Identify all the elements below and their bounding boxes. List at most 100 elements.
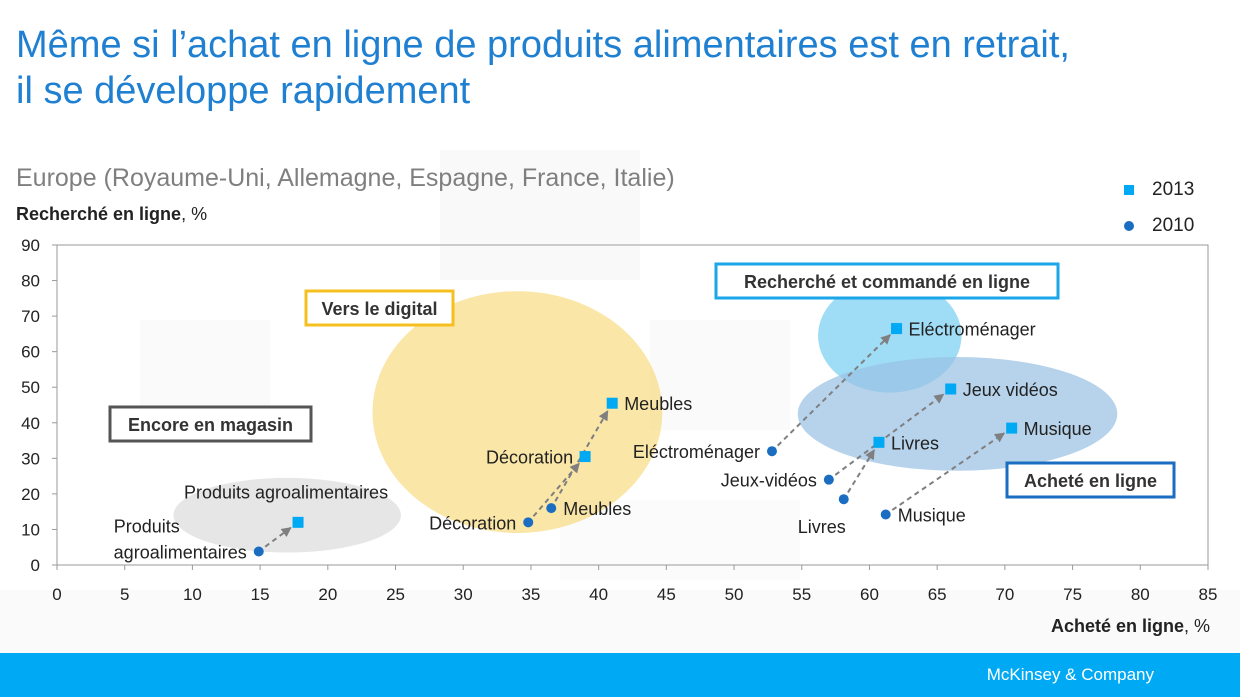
zone-label-box — [304, 289, 455, 327]
marker-2013 — [606, 397, 618, 409]
legend-item-2013: 2013 — [1120, 172, 1194, 208]
background-block — [0, 590, 1240, 653]
x-tick-label: 30 — [454, 585, 473, 604]
y-tick-label: 60 — [21, 343, 40, 362]
marker-2010 — [523, 517, 534, 528]
x-tick-label: 55 — [792, 585, 811, 604]
background-block — [440, 150, 640, 280]
y-tick-label: 10 — [21, 520, 40, 539]
point-label: Décoration — [486, 448, 573, 468]
chart-legend: 2013 2010 — [1120, 172, 1194, 244]
point-label: Musique — [898, 506, 966, 526]
y-tick-label: 80 — [21, 272, 40, 291]
marker-2010 — [766, 446, 777, 457]
title-line-1: Même si l’achat en ligne de produits ali… — [16, 24, 1070, 66]
point-label: Produits — [114, 516, 180, 536]
labels-layer: Produits agroalimentaires Décoration Meubl… — [114, 320, 1092, 563]
x-tick-label: 45 — [657, 585, 676, 604]
title-line-2: il se développe rapidement — [16, 70, 471, 112]
footer-bar: McKinsey & Company — [0, 653, 1240, 697]
zone-label-box — [108, 405, 313, 443]
marker-2013 — [579, 451, 591, 463]
x-tick-label: 80 — [1131, 585, 1150, 604]
x-tick-label: 25 — [386, 585, 405, 604]
zone-label: Vers le digital — [321, 299, 437, 319]
y-tick-label: 40 — [21, 414, 40, 433]
point-label: Eléctroménager — [633, 442, 760, 462]
x-tick-label: 75 — [1063, 585, 1082, 604]
legend-label-2010: 2010 — [1152, 215, 1195, 236]
x-tick-label: 15 — [251, 585, 270, 604]
square-marker-icon — [1124, 185, 1134, 195]
arrows-layer — [264, 334, 1006, 548]
zone-label-box — [714, 262, 1060, 300]
y-tick-label: 0 — [31, 556, 40, 575]
zone-ellipse — [372, 291, 663, 533]
zone-label: Encore en magasin — [128, 415, 293, 435]
background-block — [560, 500, 800, 580]
axes-layer: 0 10 20 30 40 50 60 70 80 90 0 5 10 15 20 25 30 35 40 45 50 5… — [21, 236, 1217, 604]
x-tick-label: 10 — [183, 585, 202, 604]
circle-marker-icon — [1124, 221, 1134, 231]
trend-arrow — [891, 432, 1006, 511]
x-tick-label: 50 — [725, 585, 744, 604]
marker-2010 — [546, 503, 557, 514]
y-tick-label: 50 — [21, 378, 40, 397]
background-block — [650, 320, 790, 430]
points-layer — [253, 323, 1018, 557]
zone-ellipse — [797, 357, 1118, 471]
point-label: Décoration — [429, 513, 516, 533]
legend-item-2010: 2010 — [1120, 208, 1194, 244]
zone-labels-layer: Encore en magasin Vers le digital Recherch… — [108, 262, 1176, 499]
marker-2010 — [253, 546, 264, 557]
legend-label-2013: 2013 — [1152, 179, 1195, 200]
marker-2013 — [292, 516, 304, 528]
marker-2013 — [891, 323, 903, 335]
y-tick-label: 90 — [21, 236, 40, 255]
zone-label-box — [1005, 461, 1176, 499]
marker-2010 — [838, 494, 849, 505]
point-label: Jeux vidéos — [963, 380, 1058, 400]
x-tick-label: 40 — [589, 585, 608, 604]
zone-ellipse — [173, 477, 401, 553]
y-tick-label: 20 — [21, 485, 40, 504]
point-label: Meubles — [624, 394, 692, 414]
x-axis-label: Acheté en ligne, % — [1051, 616, 1210, 637]
x-tick-label: 65 — [928, 585, 947, 604]
footer-brand: McKinsey & Company — [986, 665, 1154, 684]
x-tick-label: 70 — [995, 585, 1014, 604]
x-tick-label: 60 — [860, 585, 879, 604]
x-axis-label-bold: Acheté en ligne — [1050, 616, 1184, 636]
point-label: Produits agroalimentaires — [184, 482, 388, 502]
zone-label: Recherché et commandé en ligne — [744, 272, 1030, 292]
point-label: Meubles — [563, 499, 631, 519]
y-axis-label-bold: Recherché en ligne — [16, 204, 182, 224]
background-block — [140, 320, 270, 420]
x-tick-label: 20 — [318, 585, 337, 604]
marker-2013 — [873, 436, 885, 448]
x-tick-label: 35 — [521, 585, 540, 604]
marker-2010 — [880, 509, 891, 520]
x-tick-label: 5 — [120, 585, 129, 604]
x-tick-label: 0 — [52, 585, 61, 604]
trend-arrow — [834, 393, 945, 476]
plot-frame — [56, 244, 1209, 566]
point-label: Musique — [1024, 419, 1092, 439]
point-label: Jeux-vidéos — [721, 471, 817, 491]
point-label: Eléctroménager — [909, 320, 1036, 340]
point-label: agroalimentaires — [114, 542, 247, 562]
marker-2013 — [945, 383, 957, 395]
trend-arrow — [532, 462, 580, 517]
y-tick-label: 70 — [21, 307, 40, 326]
y-axis-label: Recherché en ligne, % — [16, 204, 207, 225]
page-title: Même si l’achat en ligne de produits ali… — [16, 22, 1216, 114]
chart-subtitle: Europe (Royaume-Uni, Allemagne, Espagne,… — [16, 164, 675, 192]
marker-2010 — [823, 474, 834, 485]
point-label: Livres — [891, 433, 939, 453]
x-tick-label: 85 — [1199, 585, 1218, 604]
y-tick-label: 30 — [21, 449, 40, 468]
marker-2013 — [1006, 422, 1018, 434]
point-label: Livres — [798, 517, 846, 537]
x-axis-label-unit: , % — [1183, 616, 1210, 636]
